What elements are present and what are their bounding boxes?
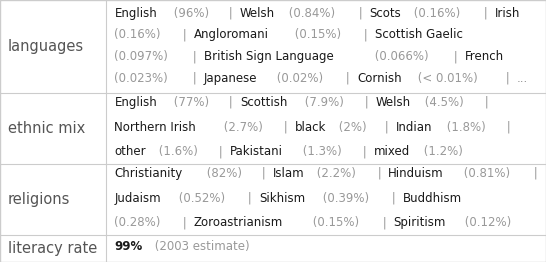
Text: |: |	[179, 29, 191, 41]
Text: (0.023%): (0.023%)	[115, 72, 172, 85]
Text: |: |	[360, 29, 372, 41]
Text: mixed: mixed	[373, 145, 410, 159]
Text: (1.3%): (1.3%)	[299, 145, 345, 159]
Text: |: |	[280, 121, 292, 134]
Text: Scottish Gaelic: Scottish Gaelic	[375, 29, 463, 41]
Text: (1.6%): (1.6%)	[155, 145, 202, 159]
Text: (0.52%): (0.52%)	[175, 192, 229, 205]
Text: black: black	[295, 121, 327, 134]
Text: (1.8%): (1.8%)	[443, 121, 490, 134]
Text: Buddhism: Buddhism	[403, 192, 462, 205]
Text: Scottish: Scottish	[240, 96, 287, 109]
Text: (0.16%): (0.16%)	[411, 7, 465, 20]
Text: French: French	[465, 50, 505, 63]
Text: |: |	[225, 96, 236, 109]
Text: (0.15%): (0.15%)	[291, 29, 345, 41]
Text: |: |	[258, 167, 269, 180]
Text: (0.81%): (0.81%)	[460, 167, 514, 180]
Text: (0.16%): (0.16%)	[115, 29, 165, 41]
Text: (82%): (82%)	[203, 167, 245, 180]
Text: (0.39%): (0.39%)	[318, 192, 372, 205]
Text: Pakistani: Pakistani	[230, 145, 283, 159]
Text: English: English	[115, 7, 157, 20]
Text: ...: ...	[517, 72, 527, 85]
Text: Scots: Scots	[370, 7, 401, 20]
Text: |: |	[379, 216, 390, 230]
Text: |: |	[373, 167, 385, 180]
Text: (0.28%): (0.28%)	[115, 216, 164, 230]
Text: |: |	[189, 72, 200, 85]
Text: |: |	[480, 7, 491, 20]
Text: Irish: Irish	[495, 7, 520, 20]
Text: (2%): (2%)	[335, 121, 371, 134]
Text: Zoroastrianism: Zoroastrianism	[194, 216, 283, 230]
Text: |: |	[359, 145, 370, 159]
Text: |: |	[216, 145, 227, 159]
Text: |: |	[179, 216, 191, 230]
Text: |: |	[481, 96, 492, 109]
Text: (2.7%): (2.7%)	[220, 121, 266, 134]
Text: |: |	[342, 72, 354, 85]
Text: |: |	[503, 121, 514, 134]
Text: |: |	[225, 7, 236, 20]
Text: |: |	[381, 121, 393, 134]
Text: |: |	[388, 192, 400, 205]
Text: literacy rate: literacy rate	[8, 242, 97, 256]
Text: Japanese: Japanese	[204, 72, 257, 85]
Text: religions: religions	[8, 192, 70, 207]
Text: (0.02%): (0.02%)	[272, 72, 327, 85]
Text: Angloromani: Angloromani	[194, 29, 269, 41]
Text: (0.15%): (0.15%)	[309, 216, 363, 230]
Text: Welsh: Welsh	[376, 96, 411, 109]
Text: |: |	[189, 50, 200, 63]
Text: other: other	[115, 145, 146, 159]
Text: Indian: Indian	[396, 121, 432, 134]
Text: (2.2%): (2.2%)	[313, 167, 360, 180]
Text: Sikhism: Sikhism	[259, 192, 305, 205]
Text: Judaism: Judaism	[115, 192, 161, 205]
Text: |: |	[530, 167, 541, 180]
Text: Christianity: Christianity	[115, 167, 183, 180]
Text: |: |	[355, 7, 366, 20]
Text: (0.066%): (0.066%)	[371, 50, 432, 63]
Text: English: English	[115, 96, 157, 109]
Text: (0.84%): (0.84%)	[285, 7, 339, 20]
Text: (77%): (77%)	[170, 96, 212, 109]
Text: (1.2%): (1.2%)	[420, 145, 463, 159]
Text: |: |	[361, 96, 372, 109]
Text: (0.12%): (0.12%)	[461, 216, 512, 230]
Text: |: |	[502, 72, 513, 85]
Text: Spiritism: Spiritism	[394, 216, 446, 230]
Text: (< 0.01%): (< 0.01%)	[414, 72, 482, 85]
Text: (96%): (96%)	[170, 7, 212, 20]
Text: 99%: 99%	[115, 240, 143, 253]
Text: |: |	[450, 50, 462, 63]
Text: |: |	[244, 192, 256, 205]
Text: Hinduism: Hinduism	[388, 167, 444, 180]
Text: Welsh: Welsh	[240, 7, 275, 20]
Text: British Sign Language: British Sign Language	[204, 50, 334, 63]
Text: (4.5%): (4.5%)	[422, 96, 468, 109]
Text: Cornish: Cornish	[357, 72, 401, 85]
Text: languages: languages	[8, 39, 84, 54]
Text: (0.097%): (0.097%)	[115, 50, 172, 63]
Text: (7.9%): (7.9%)	[301, 96, 348, 109]
Text: Northern Irish: Northern Irish	[115, 121, 196, 134]
Text: (2003 estimate): (2003 estimate)	[151, 240, 250, 253]
Text: ethnic mix: ethnic mix	[8, 121, 85, 136]
Text: Islam: Islam	[272, 167, 304, 180]
